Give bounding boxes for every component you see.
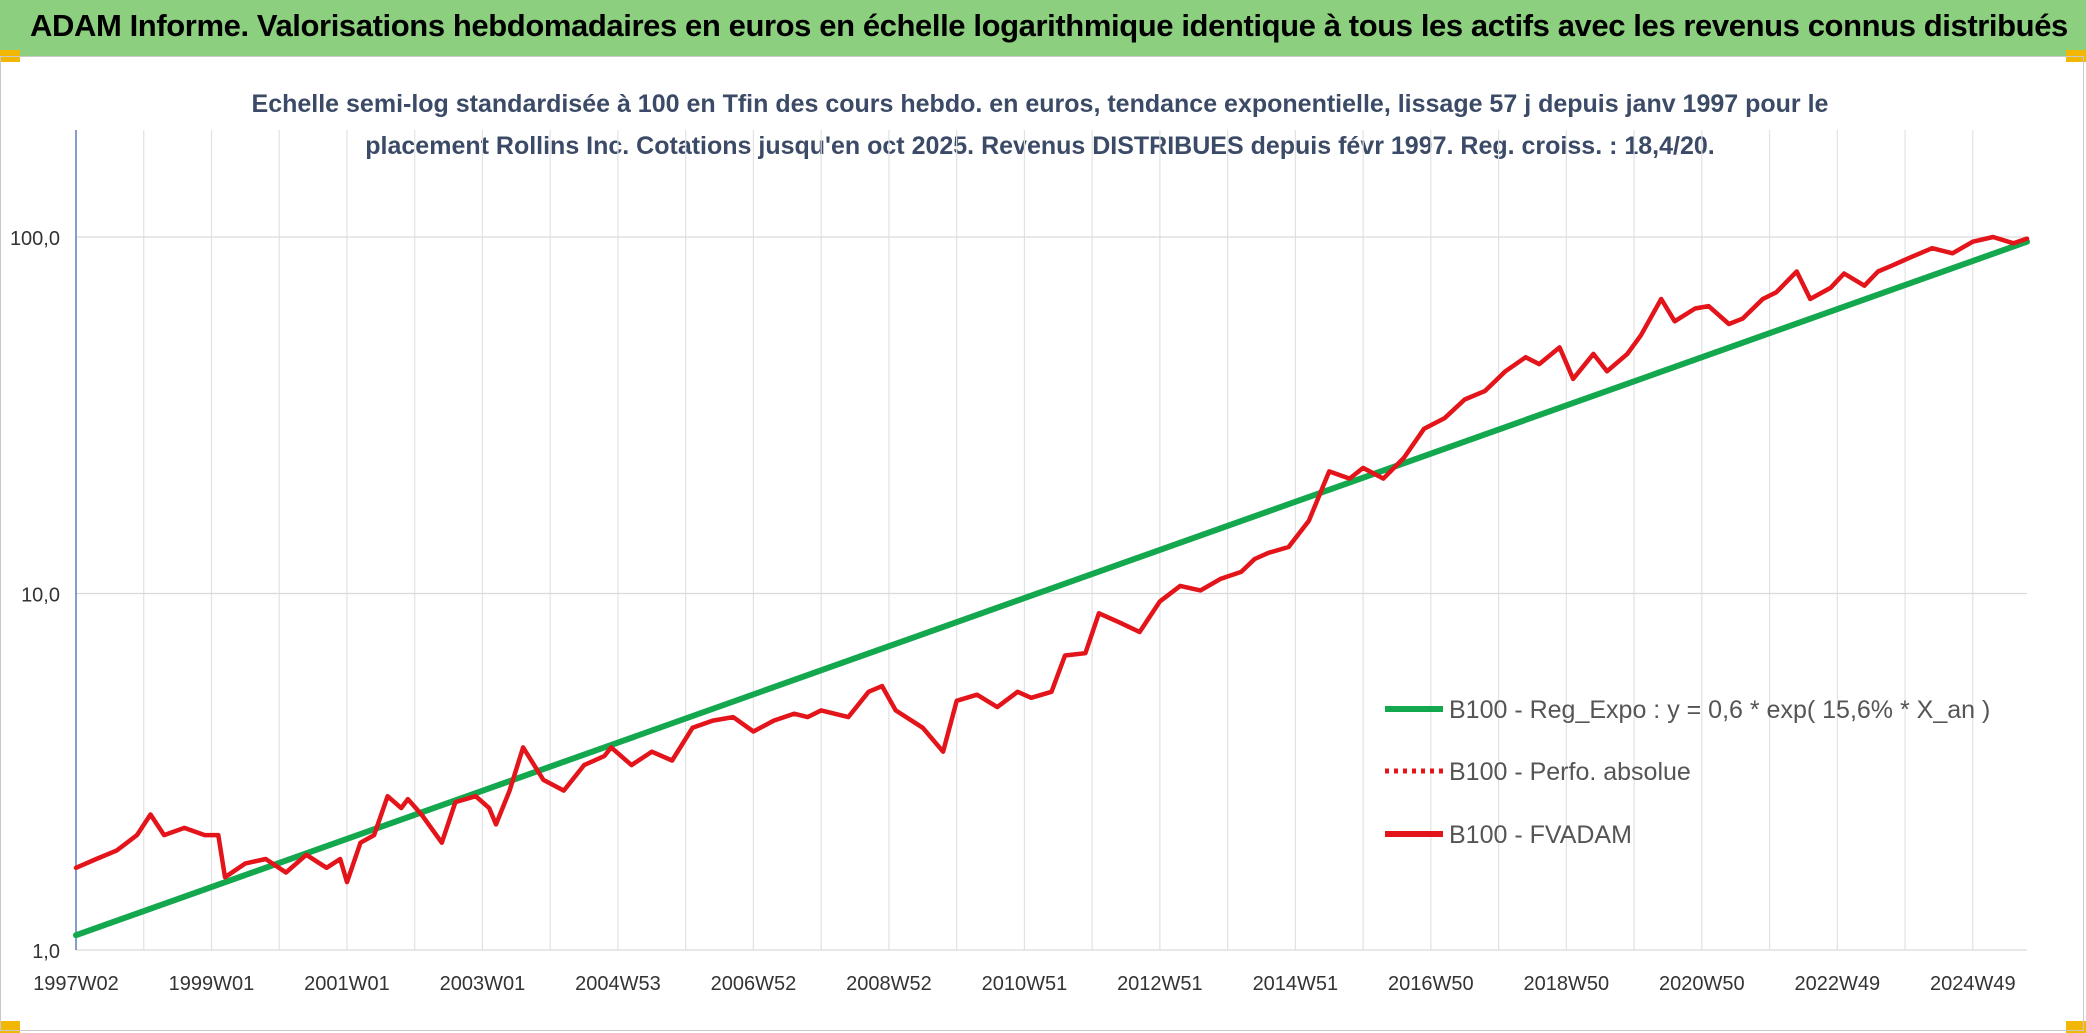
y-tick-label: 1,0 <box>32 941 60 963</box>
x-tick-label: 2006W52 <box>711 973 797 995</box>
x-tick-label: 2012W51 <box>1117 973 1203 995</box>
x-tick-label: 2008W52 <box>846 973 932 995</box>
x-tick-label: 2014W51 <box>1253 973 1339 995</box>
x-tick-label: 2024W49 <box>1930 973 2016 995</box>
y-tick-label: 100,0 <box>10 228 60 250</box>
x-tick-label: 2020W50 <box>1659 973 1745 995</box>
x-tick-label: 1999W01 <box>169 973 255 995</box>
chart-subtitle-line-2: placement Rollins Inc. Cotations jusqu'e… <box>365 132 1715 160</box>
x-tick-label: 2018W50 <box>1524 973 1610 995</box>
x-tick-label: 1997W02 <box>33 973 119 995</box>
title-bar: ADAM Informe. Valorisations hebdomadaire… <box>0 0 2086 56</box>
x-tick-label: 2016W50 <box>1388 973 1474 995</box>
x-tick-label: 2010W51 <box>982 973 1068 995</box>
y-tick-label: 10,0 <box>21 585 60 607</box>
legend-label: B100 - Reg_Expo : y = 0,6 * exp( 15,6% *… <box>1449 696 1990 724</box>
chart-subtitle-line-1: Echelle semi-log standardisée à 100 en T… <box>251 90 1829 118</box>
series-line <box>73 238 2030 939</box>
x-tick-label: 2001W01 <box>304 973 390 995</box>
x-tick-label: 2003W01 <box>440 973 526 995</box>
x-tick-label: 2022W49 <box>1795 973 1881 995</box>
chart-frame <box>0 56 2084 1031</box>
series-line <box>73 234 2030 885</box>
legend-label: B100 - FVADAM <box>1449 821 1632 849</box>
page-title: ADAM Informe. Valorisations hebdomadaire… <box>30 8 2068 43</box>
x-tick-label: 2004W53 <box>575 973 661 995</box>
legend-label: B100 - Perfo. absolue <box>1449 758 1691 786</box>
